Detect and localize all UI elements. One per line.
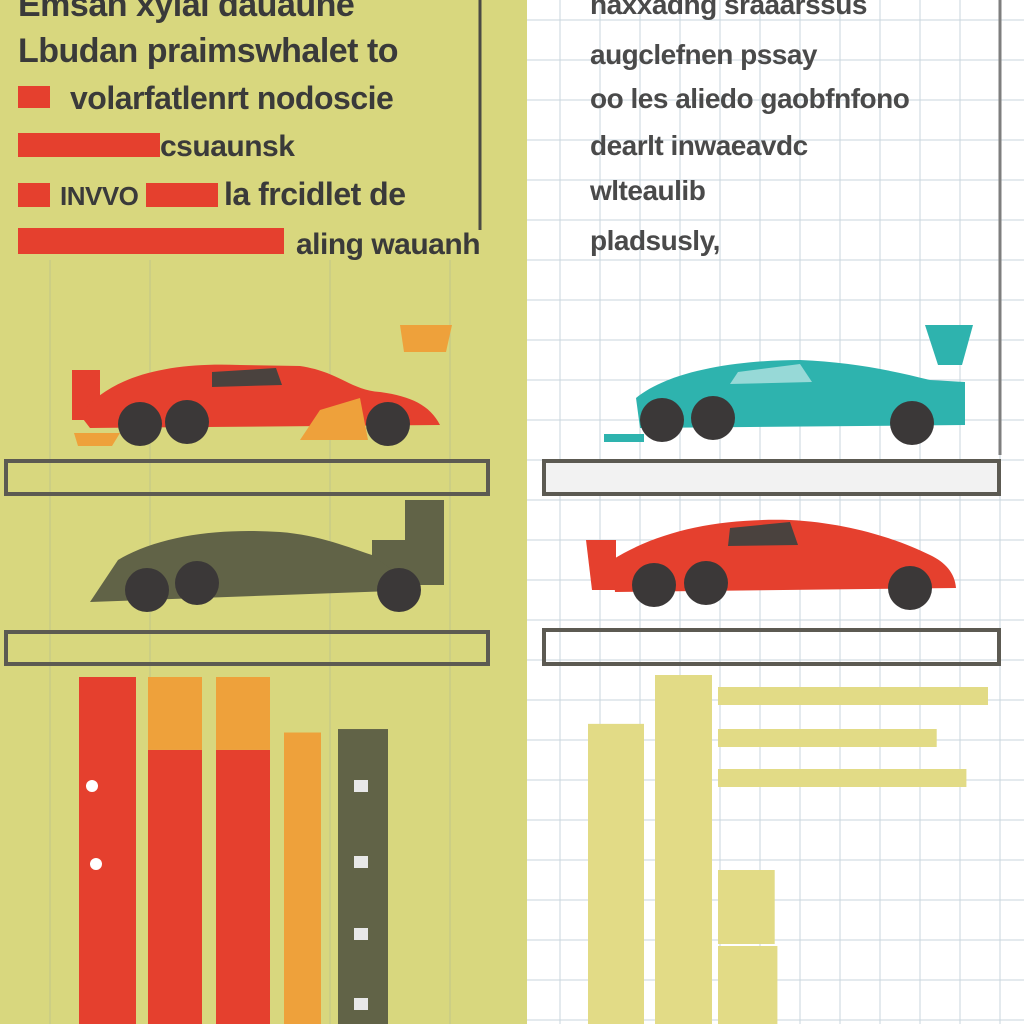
legend-swatch-2 <box>18 133 160 157</box>
bar-marker <box>354 998 368 1010</box>
car-spoiler <box>372 500 444 585</box>
bar <box>588 723 644 1024</box>
car-wheel <box>175 561 219 605</box>
right-text-line-4: wlteaulib <box>589 175 705 206</box>
car-spoiler <box>586 540 616 590</box>
car-window <box>728 522 798 546</box>
car-wheel <box>691 396 735 440</box>
bar <box>718 769 967 787</box>
car-wheel <box>377 568 421 612</box>
bar <box>655 675 712 1024</box>
car-wheel <box>125 568 169 612</box>
legend-label-3: INVVO <box>60 181 139 211</box>
right-header: haxxadng sraaarssus augclefnen pssay oo … <box>589 0 1002 455</box>
bar <box>718 946 778 1024</box>
right-text-line-3: dearlt inwaeavdc <box>590 130 808 161</box>
car-red-left <box>72 325 452 446</box>
legend-swatch-1 <box>18 86 50 108</box>
car-showcase <box>4 325 1001 666</box>
car-wheel <box>888 566 932 610</box>
bar-marker <box>354 856 368 868</box>
car-skirt <box>604 434 644 442</box>
legend-swatch-3 <box>18 183 50 207</box>
bar <box>148 749 202 1024</box>
right-text-line-5: pladsusly, <box>590 225 720 256</box>
left-title: Emsan xylal dauaune <box>18 0 354 24</box>
car-red-right <box>586 519 956 610</box>
right-title: haxxadng sraaarssus <box>590 0 867 20</box>
bar <box>718 687 988 705</box>
bar <box>79 677 136 1024</box>
car-window <box>730 364 812 384</box>
shelf-right-top <box>542 459 1001 496</box>
bar-marker <box>354 780 368 792</box>
right-horizontal-bar-chart <box>718 687 988 1024</box>
left-subtitle: Lbudan praimswhalet to <box>18 32 398 70</box>
legend-label-5: aling wauanh <box>296 228 480 261</box>
car-wheel <box>632 563 676 607</box>
bar <box>284 732 321 1024</box>
legend-label-2: csuaunsk <box>160 130 295 163</box>
car-wheel <box>366 402 410 446</box>
car-wheel <box>684 561 728 605</box>
bar-marker <box>90 858 102 870</box>
bar <box>216 677 270 750</box>
bar <box>338 729 388 1024</box>
right-text-line-1: augclefnen pssay <box>590 39 818 70</box>
car-flag <box>400 325 452 352</box>
bar <box>718 870 775 944</box>
shelf-right-bottom <box>542 628 1001 666</box>
right-vertical-bar-chart <box>588 675 712 1024</box>
car-accent <box>300 398 368 440</box>
car-olive-left <box>90 500 444 612</box>
car-skirt <box>74 433 120 446</box>
legend-label-1: volarfatlenrt nodoscie <box>70 80 393 116</box>
shelf-left-bottom <box>4 630 490 666</box>
car-teal-right <box>604 325 973 445</box>
bar <box>216 749 270 1024</box>
car-wheel <box>890 401 934 445</box>
right-text-line-2: oo les aliedo gaobfnfono <box>590 83 910 114</box>
car-window <box>212 368 282 387</box>
car-spoiler <box>925 325 973 365</box>
bar-marker <box>86 780 98 792</box>
car-wheel <box>165 400 209 444</box>
bar <box>148 677 202 750</box>
bar-marker <box>354 928 368 940</box>
car-wheel <box>640 398 684 442</box>
legend-label-4: la frcidlet de <box>224 176 406 212</box>
car-wheel <box>118 402 162 446</box>
legend-swatch-5 <box>18 228 284 254</box>
car-body <box>90 530 420 602</box>
left-header: Emsan xylal dauaune Lbudan praimswhalet … <box>18 0 482 261</box>
left-bar-chart <box>79 677 388 1024</box>
legend-swatch-4 <box>146 183 218 207</box>
bar <box>718 729 937 747</box>
shelf-left-top <box>4 459 490 496</box>
